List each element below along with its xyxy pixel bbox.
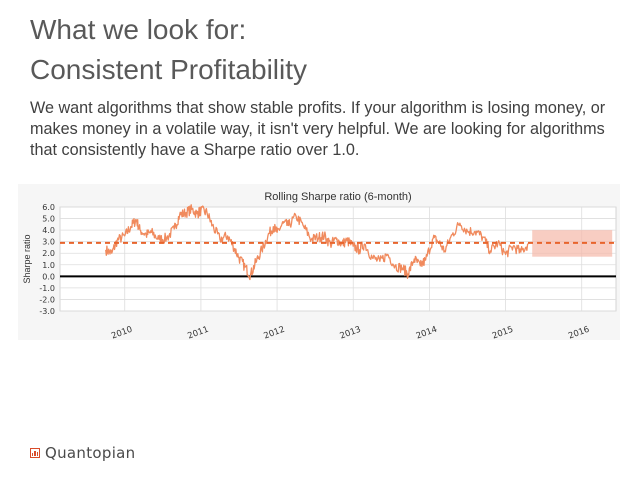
slide-title-line-2: Consistent Profitability <box>30 54 308 85</box>
quantopian-logo: Quantopian <box>30 443 135 463</box>
x-tick-label: 2010 <box>110 325 134 340</box>
x-tick-label: 2012 <box>263 325 287 340</box>
sharpe-series-line <box>105 204 529 281</box>
x-tick-label: 2011 <box>186 325 210 340</box>
x-tick-label: 2014 <box>415 325 439 340</box>
chart-title: Rolling Sharpe ratio (6-month) <box>264 191 411 203</box>
x-tick-label: 2015 <box>491 325 515 340</box>
slide-title-line-1: What we look for: <box>30 14 247 45</box>
y-tick-label: -3.0 <box>39 307 55 316</box>
quantopian-bar-chart-icon <box>30 448 40 458</box>
y-tick-label: 3.0 <box>42 238 55 247</box>
y-tick-label: 6.0 <box>42 203 55 212</box>
slide-body-text: We want algorithms that show stable prof… <box>30 99 606 159</box>
chart-container: Rolling Sharpe ratio (6-month) 6.0 5.0 4.0 3… <box>18 184 620 340</box>
y-tick-label: -2.0 <box>39 295 55 304</box>
forecast-band <box>532 230 613 257</box>
y-tick-label: 0.0 <box>42 272 55 281</box>
y-tick-label: 1.0 <box>42 261 55 270</box>
x-tick-label: 2013 <box>339 325 363 340</box>
y-tick-label: 5.0 <box>42 215 55 224</box>
rolling-sharpe-chart: Rolling Sharpe ratio (6-month) 6.0 5.0 4.0 3… <box>22 191 617 340</box>
x-tick-label: 2016 <box>567 325 591 340</box>
y-tick-label: 2.0 <box>42 249 55 258</box>
plot-area <box>59 206 617 312</box>
logo-text: Quantopian <box>45 444 136 462</box>
y-axis-label: Sharpe ratio <box>22 234 32 283</box>
y-tick-label: 4.0 <box>42 226 55 235</box>
y-tick-label: -1.0 <box>39 284 55 293</box>
